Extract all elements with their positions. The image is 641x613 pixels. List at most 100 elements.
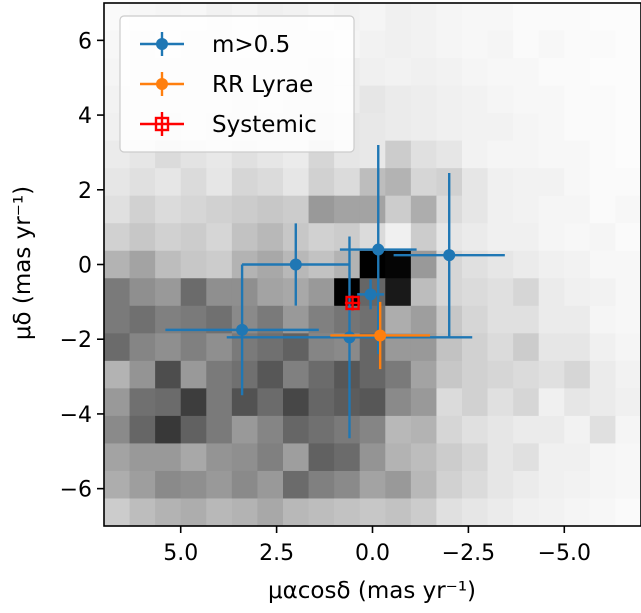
legend-label: m>0.5: [212, 32, 290, 58]
heatmap-cell: [308, 498, 335, 527]
heatmap-cell: [334, 360, 361, 389]
heatmap-cell: [385, 305, 412, 334]
heatmap-cell: [487, 360, 514, 389]
heatmap-cell: [180, 388, 207, 417]
heatmap-cell: [487, 443, 514, 472]
heatmap-cell: [385, 388, 412, 417]
heatmap-cell: [564, 140, 591, 169]
heatmap-cell: [615, 470, 641, 500]
heatmap-cell: [334, 388, 361, 417]
heatmap-cell: [564, 278, 591, 307]
heatmap-cell: [206, 223, 233, 252]
heatmap-cell: [308, 415, 335, 445]
heatmap-cell: [589, 305, 617, 334]
heatmap-cell: [385, 470, 412, 500]
heatmap-cell: [487, 278, 514, 307]
heatmap-cell: [155, 168, 182, 197]
heatmap-cell: [487, 113, 514, 142]
heatmap-cell: [487, 498, 514, 527]
heatmap-cell: [513, 140, 540, 169]
heatmap-cell: [180, 333, 207, 362]
heatmap-cell: [385, 58, 412, 87]
heatmap-cell: [538, 140, 565, 169]
heatmap-cell: [436, 58, 463, 87]
heatmap-cell: [410, 360, 438, 389]
heatmap-cell: [436, 388, 463, 417]
heatmap-cell: [589, 278, 617, 307]
heatmap-cell: [257, 360, 284, 389]
legend: m>0.5 RR Lyrae Systemic: [119, 15, 355, 153]
heatmap-cell: [385, 498, 412, 527]
heatmap-cell: [589, 195, 617, 224]
heatmap-cell: [615, 278, 641, 307]
heatmap-cell: [589, 223, 617, 252]
heatmap-cell: [257, 195, 284, 224]
heatmap-cell: [359, 3, 386, 32]
heatmap-cell: [564, 333, 591, 362]
legend-entry: m>0.5: [140, 32, 290, 58]
heatmap-cell: [359, 58, 386, 87]
y-tick-label: 0: [78, 254, 92, 279]
heatmap-cell: [487, 388, 514, 417]
heatmap-cell: [615, 58, 641, 87]
heatmap-cell: [283, 195, 310, 224]
heatmap-cell: [589, 498, 617, 527]
heatmap-cell: [180, 223, 207, 252]
heatmap-cell: [487, 3, 514, 32]
heatmap-cell: [564, 58, 591, 87]
heatmap-cell: [206, 498, 233, 527]
heatmap-cell: [206, 443, 233, 472]
heatmap-cell: [615, 250, 641, 279]
heatmap-cell: [257, 443, 284, 472]
heatmap-cell: [283, 388, 310, 417]
heatmap-cell: [462, 195, 489, 224]
heatmap-cell: [615, 223, 641, 252]
legend-label: RR Lyrae: [212, 72, 313, 98]
heatmap-cell: [129, 333, 156, 362]
heatmap-cell: [180, 498, 207, 527]
heatmap-cell: [334, 443, 361, 472]
x-tick-label: 2.5: [259, 541, 294, 566]
heatmap-cell: [538, 3, 565, 32]
heatmap-cell: [513, 278, 540, 307]
heatmap-cell: [257, 278, 284, 307]
heatmap-cell: [283, 360, 310, 389]
heatmap-cell: [231, 195, 259, 224]
heatmap-cell: [564, 223, 591, 252]
heatmap-cell: [513, 443, 540, 472]
heatmap-cell: [564, 498, 591, 527]
heatmap-cell: [410, 278, 438, 307]
heatmap-cell: [180, 278, 207, 307]
heatmap-cell: [538, 305, 565, 334]
heatmap-cell: [564, 305, 591, 334]
data-point: [345, 295, 360, 311]
heatmap-cell: [487, 195, 514, 224]
heatmap-cell: [589, 360, 617, 389]
x-tick-label: 5.0: [163, 541, 198, 566]
heatmap-cell: [206, 388, 233, 417]
heatmap-cell: [104, 360, 131, 389]
heatmap-cell: [615, 333, 641, 362]
heatmap-cell: [359, 443, 386, 472]
heatmap-cell: [436, 498, 463, 527]
heatmap-cell: [308, 360, 335, 389]
heatmap-cell: [334, 498, 361, 527]
y-tick-label: −2: [60, 328, 92, 353]
heatmap-cell: [462, 278, 489, 307]
heatmap-cell: [334, 195, 361, 224]
heatmap-cell: [104, 333, 131, 362]
heatmap-cell: [231, 168, 259, 197]
heatmap-cell: [410, 113, 438, 142]
heatmap-cell: [589, 3, 617, 32]
heatmap-cell: [436, 415, 463, 445]
data-point: [443, 249, 456, 262]
heatmap-cell: [206, 360, 233, 389]
heatmap-cell: [513, 415, 540, 445]
heatmap-cell: [462, 30, 489, 59]
legend-marker: [156, 38, 168, 50]
heatmap-cell: [462, 113, 489, 142]
heatmap-cell: [231, 470, 259, 500]
heatmap-cell: [615, 113, 641, 142]
heatmap-cell: [462, 470, 489, 500]
